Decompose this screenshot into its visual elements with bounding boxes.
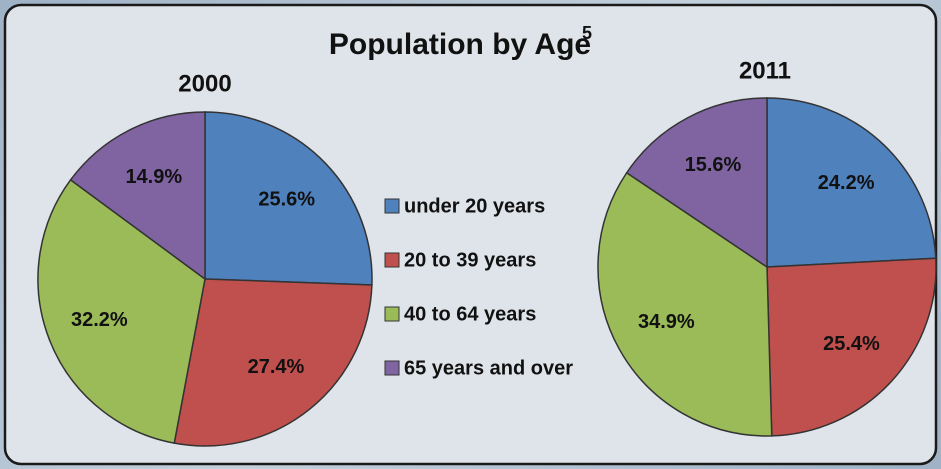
pie-slice: 20 to 39 years [766, 257, 937, 437]
data-label: 24.2% [818, 172, 875, 194]
data-label: 27.4% [248, 356, 305, 378]
legend-label: 65 years and over [404, 357, 573, 379]
pie-slice: 65 years and over [69, 111, 206, 281]
pie-slice: 40 to 64 years [37, 178, 206, 445]
pie-slice: under 20 years [766, 97, 937, 268]
title-note: 5 [582, 23, 592, 43]
pie-slice: 40 to 64 years [597, 171, 773, 437]
data-label: 32.2% [71, 309, 128, 331]
pie-slice: under 20 years [204, 111, 373, 286]
legend-swatch [384, 198, 400, 214]
data-label: 25.6% [258, 188, 315, 210]
legend-label: 20 to 39 years [404, 249, 536, 271]
legend-label: under 20 years [404, 195, 545, 217]
legend-swatch [384, 306, 400, 322]
pie-title: 2011 [739, 57, 791, 84]
legend-label: 40 to 64 years [404, 303, 536, 325]
legend-swatch [384, 360, 400, 376]
chart-title: Population by Age [329, 28, 591, 61]
data-label: 25.4% [823, 333, 880, 355]
data-label: 15.6% [685, 154, 742, 176]
pie-slice: 65 years and over [625, 97, 768, 269]
legend-swatch [384, 252, 400, 268]
pie-title: 2000 [178, 70, 231, 97]
data-label: 14.9% [125, 166, 182, 188]
data-label: 34.9% [638, 311, 695, 333]
legend: under 20 years 20 to 39 years 40 to 64 yea… [384, 195, 573, 379]
pie-slice: 20 to 39 years [173, 278, 373, 447]
